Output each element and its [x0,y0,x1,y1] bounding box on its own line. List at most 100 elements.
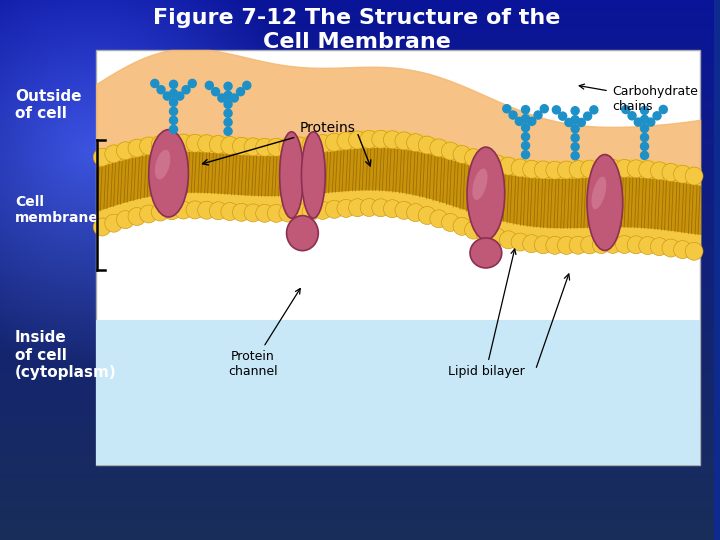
Circle shape [488,228,505,246]
Circle shape [169,98,178,106]
Circle shape [569,160,587,179]
Circle shape [581,160,598,178]
Circle shape [218,94,226,102]
Circle shape [140,205,158,223]
Circle shape [186,201,204,219]
Circle shape [521,124,530,132]
Circle shape [639,160,657,179]
Circle shape [628,112,636,120]
Circle shape [221,202,239,220]
Ellipse shape [470,238,502,268]
Circle shape [163,134,181,152]
Circle shape [372,199,390,217]
Circle shape [571,125,579,133]
Circle shape [128,207,146,226]
Circle shape [325,200,343,218]
Circle shape [557,237,575,254]
Circle shape [224,82,232,90]
Circle shape [325,133,343,151]
Circle shape [674,241,691,259]
Circle shape [151,203,169,221]
Circle shape [360,130,378,148]
Circle shape [653,112,661,120]
Circle shape [256,138,274,156]
Circle shape [627,236,645,254]
Circle shape [577,118,585,126]
Circle shape [117,142,134,160]
Text: Lipid bilayer: Lipid bilayer [448,249,524,378]
Circle shape [337,132,355,150]
Circle shape [430,210,448,228]
Circle shape [627,160,645,178]
Circle shape [569,236,587,254]
Circle shape [128,139,146,157]
Circle shape [314,201,332,219]
Circle shape [212,87,220,96]
Circle shape [163,202,181,220]
Circle shape [571,134,579,142]
Circle shape [302,136,320,154]
Circle shape [521,141,530,150]
Text: Inside
of cell
(cytoplasm): Inside of cell (cytoplasm) [15,330,117,380]
Circle shape [571,107,579,115]
Circle shape [500,157,518,175]
Circle shape [660,105,667,113]
Circle shape [500,231,518,249]
Circle shape [546,237,564,254]
Circle shape [650,162,668,180]
Text: Outside
of cell: Outside of cell [15,89,81,121]
Circle shape [662,164,680,181]
Circle shape [157,86,165,94]
Circle shape [163,92,171,100]
Circle shape [476,152,494,170]
Circle shape [267,204,285,222]
Circle shape [521,114,530,123]
Circle shape [407,204,425,221]
Circle shape [521,133,530,141]
Circle shape [464,221,482,239]
Ellipse shape [587,154,623,251]
Circle shape [674,165,691,183]
Text: Protein
channel: Protein channel [228,288,300,378]
Circle shape [291,137,308,155]
Circle shape [441,142,459,160]
Circle shape [174,134,192,152]
Circle shape [516,117,523,125]
Circle shape [243,82,251,90]
Circle shape [205,82,213,90]
Circle shape [224,100,232,109]
Circle shape [221,137,239,154]
Circle shape [650,238,668,255]
Ellipse shape [592,177,606,209]
Circle shape [546,161,564,179]
Circle shape [302,202,320,220]
Ellipse shape [302,132,325,218]
Circle shape [360,199,378,217]
Circle shape [641,106,649,114]
Circle shape [244,204,262,222]
Text: Cell
membrane: Cell membrane [15,195,99,225]
Circle shape [169,116,178,124]
Circle shape [521,151,530,159]
Circle shape [407,134,425,152]
Circle shape [383,131,401,149]
Circle shape [616,159,634,178]
Circle shape [169,89,178,97]
Circle shape [244,138,262,156]
Circle shape [224,118,232,126]
Circle shape [641,133,649,141]
Circle shape [521,106,530,114]
Circle shape [230,94,238,102]
Circle shape [488,155,505,173]
Circle shape [210,136,227,153]
Circle shape [453,145,471,164]
Circle shape [169,80,178,89]
Circle shape [93,148,111,166]
Circle shape [616,235,634,253]
Circle shape [224,127,232,136]
Circle shape [590,106,598,114]
Circle shape [604,159,622,178]
Circle shape [523,235,541,253]
Ellipse shape [287,215,318,251]
Circle shape [593,235,610,254]
